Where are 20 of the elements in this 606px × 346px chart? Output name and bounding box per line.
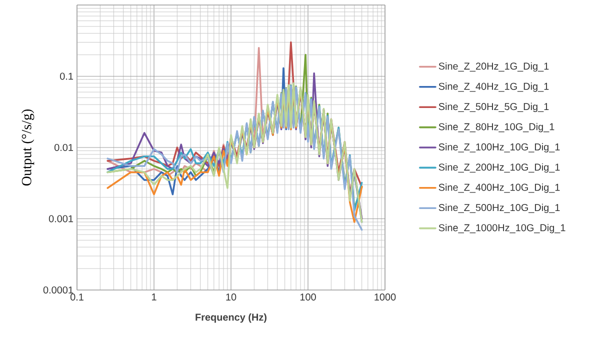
x-tick-label: 1 [152, 294, 156, 300]
legend-label: Sine_Z_100Hz_10G_Dig_1 [438, 143, 560, 152]
x-tick-label: 1000 [374, 294, 396, 301]
legend-label: Sine_Z_400Hz_10G_Dig_1 [438, 184, 560, 193]
x-tick-label: 100 [300, 294, 316, 301]
legend-label: Sine_Z_80Hz_10G_Dig_1 [438, 122, 554, 132]
x-tick-label: 0.1 [70, 294, 84, 301]
y-axis-title: Output (°/s/g) [21, 109, 34, 186]
legend-label: Sine_Z_50Hz_5G_Dig_1 [438, 102, 549, 112]
legend-label: Sine_Z_40Hz_1G_Dig_1 [438, 82, 549, 92]
x-axis-title: Frequency (Hz) [196, 313, 266, 323]
y-tick-label: 0.001 [48, 215, 73, 222]
legend-label: Sine_Z_500Hz_10G_Dig_1 [438, 204, 560, 214]
legend-label: Sine_Z_1000Hz_10G_Dig_1 [438, 224, 566, 234]
x-tick-label: 10 [226, 294, 236, 301]
y-tick-label: 0.01 [54, 144, 73, 152]
y-tick-label: 0.1 [60, 72, 73, 80]
y-tick-label: 0.0001 [43, 286, 73, 294]
legend-label: Sine_Z_20Hz_1G_Dig_1 [438, 62, 549, 72]
legend-label: Sine_Z_200Hz_10G_Dig_1 [438, 163, 560, 173]
